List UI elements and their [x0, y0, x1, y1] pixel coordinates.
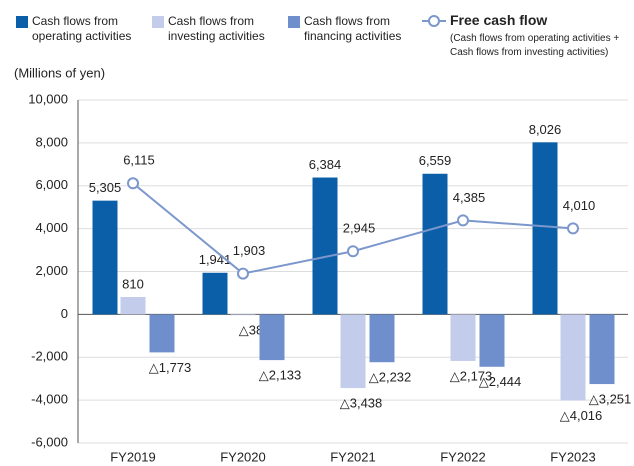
y-tick-label: -4,000: [31, 392, 68, 407]
legend-swatch: [288, 16, 300, 28]
bar: [230, 314, 256, 316]
line-marker: [457, 214, 469, 227]
legend-swatch: [16, 16, 28, 28]
bar: [532, 142, 558, 315]
y-tick-label: 8,000: [35, 134, 68, 149]
legend-label: Cash flows from operating activities: [32, 14, 132, 43]
data-label: 8,026: [529, 122, 562, 137]
bar: [589, 314, 615, 385]
data-label: △3,438: [340, 396, 383, 411]
data-label: 6,384: [309, 157, 342, 172]
data-label: △4,016: [560, 408, 603, 423]
data-label: 810: [122, 276, 144, 291]
bar: [479, 314, 505, 367]
bar: [560, 314, 586, 401]
bar: [450, 314, 476, 361]
legend-marker: [428, 15, 440, 27]
data-label: 5,305: [89, 180, 122, 195]
data-label: 6,559: [419, 153, 452, 168]
line-marker: [237, 267, 249, 280]
bar: [422, 173, 448, 315]
data-label: 4,385: [453, 190, 486, 205]
data-label: 6,115: [123, 153, 155, 168]
legend-swatch: [152, 16, 164, 28]
x-tick-label: FY2022: [440, 449, 486, 464]
legend-label: Free cash flow: [450, 12, 548, 28]
bar: [92, 200, 118, 315]
x-tick-label: FY2023: [550, 449, 596, 464]
data-label: △2,173: [450, 368, 493, 383]
legend-label: Cash flows from financing activities: [304, 14, 402, 43]
line-marker: [127, 177, 139, 190]
bar: [149, 314, 175, 353]
bar: [312, 177, 338, 315]
legend-label: Cash flows from investing activities: [168, 14, 265, 43]
y-tick-label: 2,000: [35, 263, 68, 278]
bar: [259, 314, 285, 361]
data-label: △3,251: [589, 392, 632, 407]
data-label: △2,232: [369, 370, 412, 385]
x-tick-label: FY2021: [330, 449, 376, 464]
data-label: △2,133: [259, 368, 302, 383]
line-marker: [347, 245, 359, 258]
bar: [340, 314, 366, 389]
bar: [120, 297, 146, 315]
y-tick-label: -6,000: [31, 434, 68, 449]
bar: [369, 314, 395, 363]
data-label: 4,010: [563, 198, 596, 213]
legend-note: (Cash flows from operating activities + …: [450, 33, 620, 58]
data-label: 2,945: [343, 221, 376, 236]
x-tick-label: FY2020: [220, 449, 266, 464]
data-label: 1,903: [233, 243, 266, 258]
y-tick-label: -2,000: [31, 349, 68, 364]
data-label: △2,444: [479, 374, 522, 389]
data-label: △38: [239, 323, 263, 338]
line-marker: [567, 222, 579, 235]
bar: [202, 272, 228, 315]
x-tick-label: FY2019: [110, 449, 156, 464]
y-axis-label: (Millions of yen): [14, 65, 105, 80]
y-tick-label: 0: [61, 306, 68, 321]
y-tick-label: 4,000: [35, 220, 68, 235]
y-tick-label: 10,000: [28, 91, 68, 106]
data-label: △1,773: [149, 360, 192, 375]
y-tick-label: 6,000: [35, 177, 68, 192]
data-label: 1,941: [199, 252, 232, 267]
